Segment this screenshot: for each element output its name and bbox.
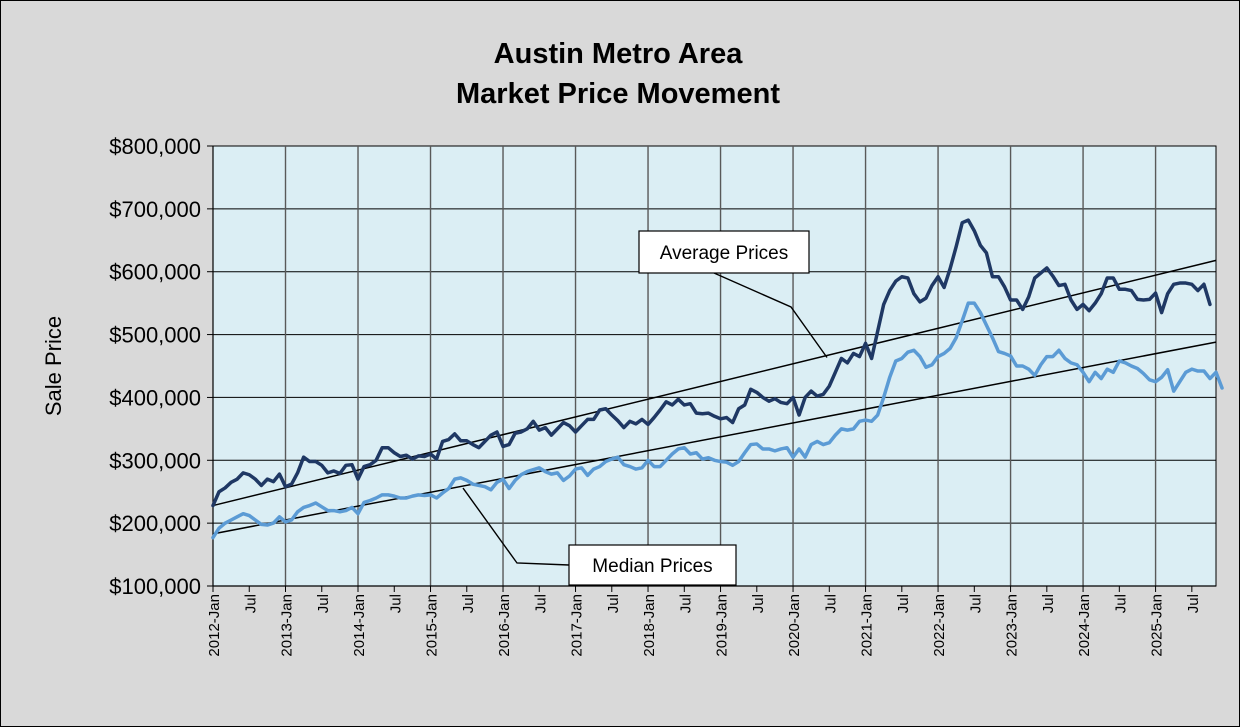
x-tick-label: Jul — [242, 594, 259, 613]
y-tick-label: $800,000 — [109, 134, 201, 159]
x-tick-label: Jul — [822, 594, 839, 613]
x-tick-label: 2014-Jan — [351, 594, 368, 657]
x-tick-label: Jul — [967, 594, 984, 613]
trendline-median-prices — [212, 341, 1217, 535]
median-callout-leader — [462, 487, 570, 566]
x-tick-label: Jul — [460, 594, 477, 613]
plot-area — [212, 145, 1217, 587]
y-tick-label: $500,000 — [109, 323, 201, 348]
x-tick-label: 2019-Jan — [714, 594, 731, 657]
x-tick-label: 2016-Jan — [496, 594, 513, 657]
x-tick-label: 2018-Jan — [641, 594, 658, 657]
x-tick-label: 2015-Jan — [424, 594, 441, 657]
y-tick-label: $300,000 — [109, 448, 201, 473]
x-tick-label: Jul — [750, 594, 767, 613]
chart-title-line-1: Austin Metro Area — [494, 38, 744, 70]
average-callout-leader — [713, 272, 828, 358]
x-tick-label: Jul — [1040, 594, 1057, 613]
x-tick-label: Jul — [1112, 594, 1129, 613]
chart-title-line-2: Market Price Movement — [456, 78, 780, 110]
x-tick-label: 2020-Jan — [786, 594, 803, 657]
callouts: Average Prices Median Prices — [462, 230, 828, 586]
y-tick-label: $400,000 — [109, 385, 201, 410]
average-callout-box — [638, 230, 810, 274]
x-tick-label: 2024-Jan — [1076, 594, 1093, 657]
x-tick-label: 2017-Jan — [569, 594, 586, 657]
x-tick-label: 2021-Jan — [859, 594, 876, 657]
trendline-average-prices — [212, 259, 1217, 507]
y-tick-label: $600,000 — [109, 260, 201, 285]
x-tick-label: Jul — [605, 594, 622, 613]
x-tick-label: Jul — [677, 594, 694, 613]
x-tick-label: 2025-Jan — [1149, 594, 1166, 657]
y-tick-label: $700,000 — [109, 197, 201, 222]
series-line-median-prices — [211, 301, 1224, 540]
average-callout-label: Average Prices — [660, 243, 789, 264]
trendlines — [212, 259, 1217, 535]
axes: $100,000 $200,000 $300,000 $400,000 $500,000… — [109, 134, 1216, 657]
median-callout-box — [568, 544, 737, 586]
y-axis-label: Sale Price — [41, 316, 66, 416]
x-tick-label: 2012-Jan — [206, 594, 223, 657]
series — [211, 218, 1224, 540]
x-tick-label: Jul — [1185, 594, 1202, 613]
y-tick-label: $200,000 — [109, 511, 201, 536]
x-tick-label: Jul — [895, 594, 912, 613]
x-tick-label: Jul — [387, 594, 404, 613]
x-tick-label: 2023-Jan — [1004, 594, 1021, 657]
x-tick-label: Jul — [315, 594, 332, 613]
median-callout-label: Median Prices — [592, 556, 712, 577]
x-tick-label: 2013-Jan — [279, 594, 296, 657]
x-tick-label: Jul — [532, 594, 549, 613]
y-tick-label: $100,000 — [109, 574, 201, 599]
series-line-average-prices — [211, 218, 1212, 508]
x-tick-label: 2022-Jan — [931, 594, 948, 657]
